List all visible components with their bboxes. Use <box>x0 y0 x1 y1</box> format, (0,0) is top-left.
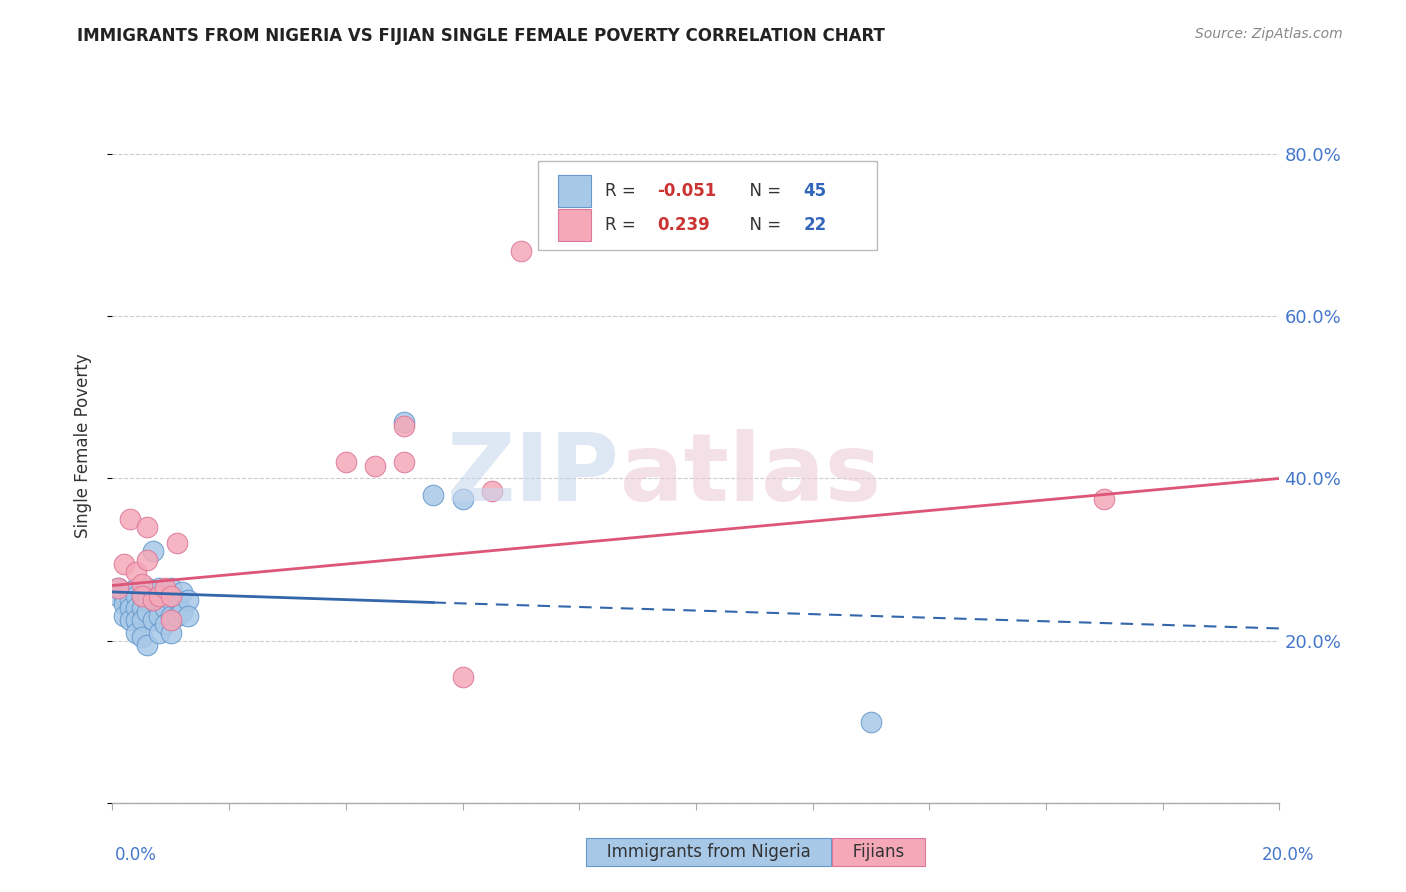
Point <box>136 638 159 652</box>
Point <box>112 597 135 611</box>
Point <box>148 593 170 607</box>
Text: IMMIGRANTS FROM NIGERIA VS FIJIAN SINGLE FEMALE POVERTY CORRELATION CHART: IMMIGRANTS FROM NIGERIA VS FIJIAN SINGLE… <box>77 27 886 45</box>
Point <box>148 625 170 640</box>
Point <box>142 544 165 558</box>
Point <box>142 613 165 627</box>
FancyBboxPatch shape <box>558 209 591 241</box>
Point <box>860 714 883 729</box>
Text: Source: ZipAtlas.com: Source: ZipAtlas.com <box>1195 27 1343 41</box>
Point <box>148 581 170 595</box>
Point <box>118 601 141 615</box>
Point <box>160 581 183 595</box>
Text: Fijians: Fijians <box>837 843 920 861</box>
Text: 0.0%: 0.0% <box>115 846 157 863</box>
Point <box>118 585 141 599</box>
Point <box>142 593 165 607</box>
Point <box>160 593 183 607</box>
Text: 45: 45 <box>803 182 827 200</box>
Point <box>131 589 153 603</box>
Point <box>125 589 148 603</box>
Point <box>451 670 474 684</box>
Point <box>112 589 135 603</box>
Point <box>153 581 176 595</box>
Point <box>131 630 153 644</box>
Point <box>394 415 416 429</box>
Point <box>160 613 183 627</box>
Point <box>125 601 148 615</box>
Point <box>136 593 159 607</box>
Point <box>112 557 135 571</box>
Point <box>118 512 141 526</box>
Y-axis label: Single Female Poverty: Single Female Poverty <box>73 354 91 538</box>
Text: R =: R = <box>605 182 641 200</box>
Point <box>118 593 141 607</box>
Point <box>509 244 531 259</box>
FancyBboxPatch shape <box>538 161 877 250</box>
Text: N =: N = <box>740 182 786 200</box>
Point <box>177 593 200 607</box>
Point <box>148 609 170 624</box>
Point <box>166 536 188 550</box>
Point <box>166 593 188 607</box>
Point <box>422 488 444 502</box>
Point <box>153 601 176 615</box>
Text: 20.0%: 20.0% <box>1263 846 1315 863</box>
Text: Immigrants from Nigeria: Immigrants from Nigeria <box>591 843 825 861</box>
Point <box>107 581 129 595</box>
Point <box>451 491 474 506</box>
Text: 0.239: 0.239 <box>658 216 710 234</box>
Point <box>1094 491 1116 506</box>
Point <box>131 613 153 627</box>
Point <box>131 577 153 591</box>
Point <box>125 565 148 579</box>
Point <box>160 625 183 640</box>
Point <box>172 585 194 599</box>
Point <box>148 589 170 603</box>
Point <box>364 459 387 474</box>
Point <box>335 455 357 469</box>
Text: -0.051: -0.051 <box>658 182 717 200</box>
Point <box>112 609 135 624</box>
Point <box>125 613 148 627</box>
FancyBboxPatch shape <box>558 175 591 207</box>
Point <box>142 593 165 607</box>
Text: R =: R = <box>605 216 641 234</box>
Point <box>160 609 183 624</box>
Point <box>394 418 416 433</box>
Text: 22: 22 <box>803 216 827 234</box>
Point <box>136 581 159 595</box>
Point <box>131 601 153 615</box>
Text: ZIP: ZIP <box>447 428 620 521</box>
Point <box>136 552 159 566</box>
Point <box>136 605 159 619</box>
Point <box>394 455 416 469</box>
Point <box>177 609 200 624</box>
Point <box>166 609 188 624</box>
Point <box>125 625 148 640</box>
Point <box>131 589 153 603</box>
Point <box>153 617 176 632</box>
Point <box>172 605 194 619</box>
Point <box>125 581 148 595</box>
Point <box>160 589 183 603</box>
Text: N =: N = <box>740 216 786 234</box>
Point <box>107 589 129 603</box>
Point <box>107 581 129 595</box>
Point <box>136 520 159 534</box>
Point <box>481 483 503 498</box>
Point <box>118 613 141 627</box>
Text: atlas: atlas <box>620 428 882 521</box>
